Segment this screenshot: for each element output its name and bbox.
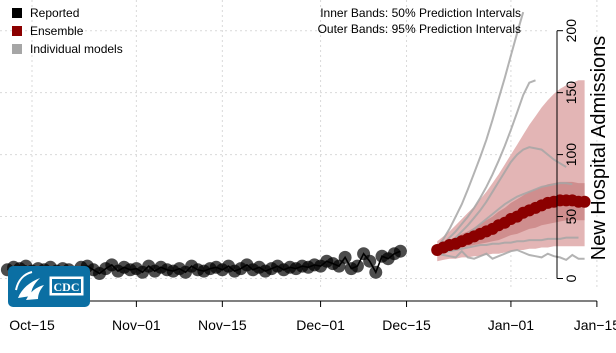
x-tick-label: Dec−15 — [382, 317, 431, 333]
ensemble-point — [578, 195, 591, 208]
reported-point — [369, 265, 383, 279]
x-tick-label: Nov−15 — [198, 317, 247, 333]
outer-bands-note: Outer Bands: 95% Prediction Intervals — [318, 22, 521, 36]
reported-point — [350, 259, 364, 273]
y-tick-label: 100 — [563, 143, 579, 167]
legend-swatch-individual-models — [12, 44, 22, 54]
cdc-logo: CDC — [8, 266, 90, 307]
x-tick-label: Jan−15 — [574, 317, 616, 333]
reported-point — [338, 250, 352, 264]
y-tick-label: 200 — [563, 19, 579, 43]
ensemble-series — [431, 194, 591, 256]
y-tick-label: 0 — [563, 274, 579, 282]
individual-model-line-2 — [436, 79, 536, 250]
inner-bands-note: Inner Bands: 50% Prediction Intervals — [320, 6, 521, 20]
interval-notes: Inner Bands: 50% Prediction Intervals Ou… — [318, 6, 521, 36]
individual-model-line-3 — [436, 146, 567, 253]
individual-model-line-1 — [436, 11, 525, 249]
reported-point — [363, 254, 377, 268]
x-tick-label: Nov−01 — [112, 317, 161, 333]
x-tick-label: Jan−01 — [488, 317, 535, 333]
y-axis-label: New Hospital Admissions — [588, 36, 610, 261]
legend-swatch-reported — [12, 8, 22, 18]
legend-swatch-ensemble — [12, 26, 22, 36]
axes: 0 50 100 150 200 Oct−15 Nov−01 Nov−15 Dec−01 Dec−… — [9, 19, 616, 333]
legend-label-individual-models: Individual models — [30, 42, 123, 56]
legend-label-ensemble: Ensemble — [30, 24, 84, 38]
individual-model-line-6 — [436, 248, 585, 262]
legend: Reported Ensemble Individual models — [12, 6, 123, 56]
hhs-eagle-icon — [15, 271, 44, 300]
reported-point — [393, 244, 407, 258]
cdc-logo-text: CDC — [54, 280, 80, 294]
x-tick-label: Dec−01 — [296, 317, 345, 333]
legend-label-reported: Reported — [30, 6, 79, 20]
x-tick-label: Oct−15 — [9, 317, 55, 333]
y-tick-label: 150 — [563, 81, 579, 105]
y-tick-label: 50 — [563, 209, 579, 225]
individual-model-line-5 — [437, 236, 579, 255]
